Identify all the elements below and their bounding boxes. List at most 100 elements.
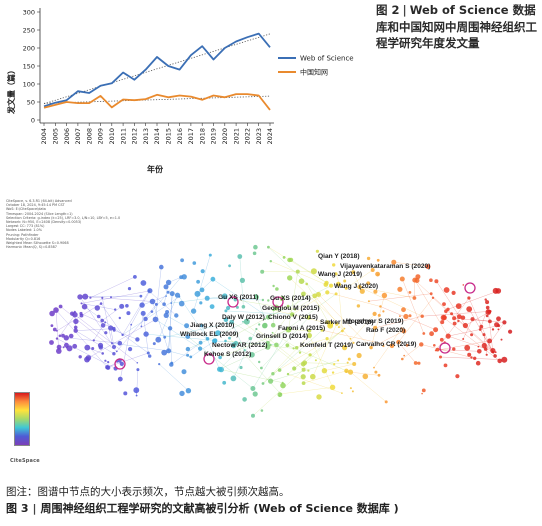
network-edge [219, 346, 268, 370]
network-node [285, 343, 290, 348]
network-edge [272, 332, 297, 348]
network-node [374, 370, 378, 374]
network-node [475, 360, 481, 366]
network-node [265, 340, 270, 345]
network-edge [152, 301, 169, 351]
network-node [215, 330, 221, 336]
network-node [143, 331, 149, 337]
network-edge [221, 369, 283, 383]
x-tick-label: 2012 [131, 128, 139, 145]
network-node [165, 310, 170, 314]
network-node [105, 365, 110, 370]
network-node [125, 304, 129, 308]
network-edge [159, 363, 189, 391]
x-tick-label: 2016 [176, 128, 184, 145]
network-node [405, 343, 409, 347]
network-node [165, 279, 172, 286]
network-node [181, 369, 187, 375]
network-edge [304, 362, 355, 365]
network-node [185, 388, 192, 394]
x-tick-label: 2018 [198, 128, 206, 145]
network-node [91, 347, 95, 350]
network-edge [90, 276, 135, 298]
network-node [462, 338, 465, 340]
network-node [491, 350, 495, 354]
network-node [110, 296, 112, 299]
network-node [357, 284, 362, 290]
network-node [269, 343, 272, 347]
network-edge [402, 344, 422, 360]
citespace-logo: CiteSpace [10, 458, 40, 464]
network-edge [322, 330, 393, 346]
x-axis-label: 年份 [147, 164, 164, 174]
network-edge [102, 306, 122, 321]
network-node [484, 298, 487, 301]
network-node [242, 397, 247, 402]
network-node [433, 327, 439, 333]
network-node [179, 390, 185, 397]
network-node [281, 381, 284, 384]
network-node [325, 290, 330, 295]
x-tick-label: 2023 [255, 128, 263, 145]
network-node [237, 254, 243, 259]
network-node [174, 292, 181, 298]
node-label: Kehoe S (2012) [204, 351, 251, 358]
network-edge [56, 303, 102, 332]
network-node [321, 368, 328, 374]
network-node [163, 284, 169, 290]
network-edge [88, 319, 156, 359]
network-node [208, 253, 212, 257]
network-node [356, 304, 361, 308]
network-node [347, 369, 354, 375]
node-label: Gu XS (2011) [218, 294, 258, 301]
network-node [324, 280, 329, 285]
network-node [170, 302, 173, 304]
network-nodes [49, 244, 513, 418]
network-node [467, 352, 472, 357]
network-node [226, 305, 231, 311]
network-node [403, 354, 406, 357]
network-edge [393, 262, 429, 267]
network-node [178, 300, 185, 307]
network-node [429, 331, 434, 337]
network-node [440, 320, 445, 325]
network-node [174, 313, 179, 318]
network-node [200, 324, 204, 328]
network-node [382, 310, 385, 313]
network-node [235, 305, 239, 309]
metadata-line: Nodes Labeled: 1.0% [6, 228, 42, 233]
network-node [165, 295, 167, 297]
x-tick-label: 2014 [153, 128, 161, 145]
network-node [482, 333, 486, 337]
network-node [356, 352, 362, 359]
network-node [68, 333, 74, 339]
network-edge [436, 281, 466, 326]
network-node [352, 341, 355, 344]
network-edge [359, 286, 415, 299]
network-node [452, 347, 456, 351]
network-node [382, 344, 385, 348]
network-node [56, 344, 62, 350]
network-node [452, 321, 457, 326]
network-node [495, 288, 502, 294]
network-node [490, 348, 496, 354]
network-node [306, 315, 311, 320]
network-node [61, 333, 65, 338]
network-node [158, 363, 161, 366]
network-edge [287, 345, 347, 371]
network-node [52, 327, 57, 332]
x-tick-label: 2010 [108, 128, 116, 145]
network-node [267, 245, 270, 249]
network-node [269, 260, 272, 263]
network-node [77, 294, 83, 300]
network-edge [373, 328, 402, 368]
network-node [222, 380, 227, 385]
network-node [412, 277, 418, 283]
network-node [152, 342, 156, 346]
x-tick-label: 2020 [221, 128, 229, 145]
network-node [162, 302, 166, 306]
caption-separator: | [32, 502, 37, 515]
network-node [271, 372, 275, 376]
year-color-scale [14, 392, 30, 446]
